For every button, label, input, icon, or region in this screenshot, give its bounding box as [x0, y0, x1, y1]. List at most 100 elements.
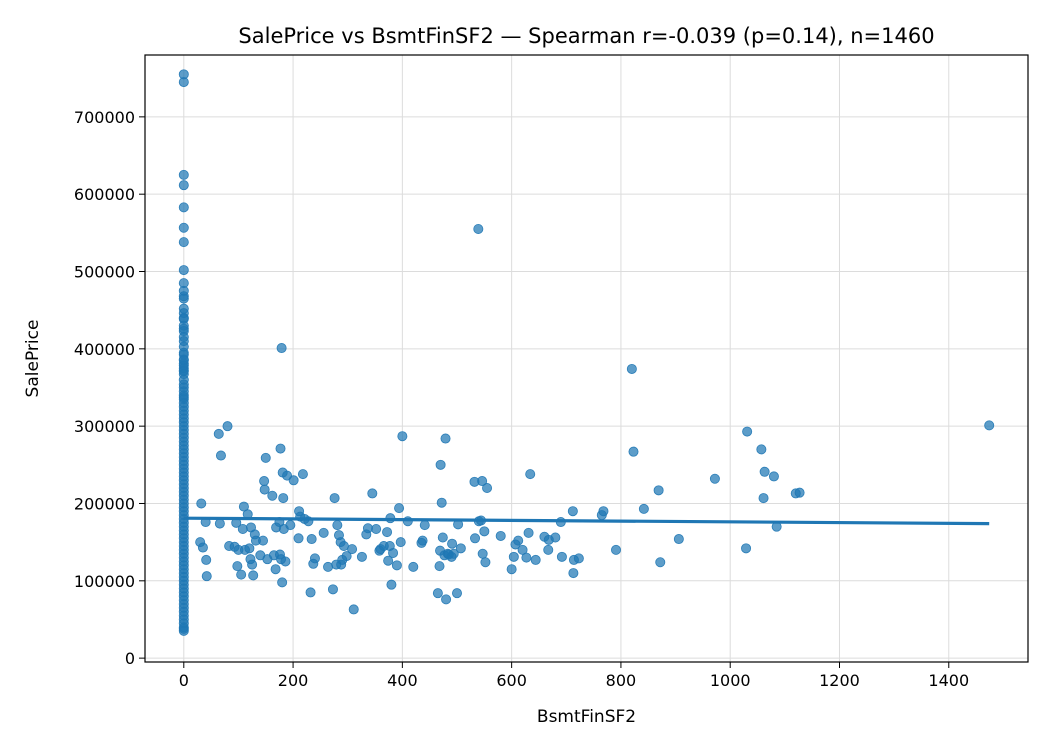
x-tick-label: 200	[278, 671, 309, 690]
scatter-point	[237, 524, 248, 535]
scatter-point	[329, 493, 340, 504]
scatter-point	[318, 527, 329, 538]
scatter-point	[521, 552, 532, 563]
scatter-point	[297, 469, 308, 480]
scatter-point	[598, 506, 609, 517]
scatter-point	[523, 527, 534, 538]
scatter-point	[341, 551, 352, 562]
scatter-point	[260, 452, 271, 463]
y-tick-label: 400000	[74, 340, 135, 359]
plot-frame	[144, 54, 1029, 663]
scatter-point	[248, 570, 259, 581]
scatter-point	[347, 544, 358, 555]
scatter-point	[391, 560, 402, 571]
scatter-point	[348, 604, 359, 615]
scatter-point	[276, 343, 287, 354]
scatter-point	[655, 557, 666, 568]
scatter-point	[437, 532, 448, 543]
scatter-point	[550, 532, 561, 543]
scatter-point	[259, 484, 270, 495]
scatter-point	[768, 471, 779, 482]
x-tick-label: 400	[387, 671, 418, 690]
scatter-point	[382, 527, 393, 538]
grid-lines	[145, 55, 1028, 662]
scatter-point	[626, 363, 637, 374]
scatter-point	[306, 534, 317, 545]
x-tick-label: 600	[496, 671, 527, 690]
scatter-point	[197, 542, 208, 553]
scatter-point	[215, 450, 226, 461]
scatter-point	[277, 577, 288, 588]
x-axis-ticks: 0 200 400 600 800 1000 1200 1400	[179, 662, 969, 690]
y-tick-label: 300000	[74, 417, 135, 436]
trend-line	[183, 516, 990, 526]
scatter-point	[309, 553, 320, 564]
scatter-point	[178, 625, 189, 636]
y-tick-label: 0	[125, 649, 135, 668]
x-tick-label: 0	[179, 671, 189, 690]
scatter-point	[432, 588, 443, 599]
scatter-point	[356, 551, 367, 562]
scatter-point	[758, 493, 769, 504]
scatter-point	[201, 571, 212, 582]
trend-line-layer	[183, 516, 990, 526]
scatter-point	[447, 538, 458, 549]
scatter-point	[280, 556, 291, 567]
scatter-point	[756, 444, 767, 455]
scatter-point	[436, 497, 447, 508]
scatter-point	[742, 426, 753, 437]
scatter-point	[709, 473, 720, 484]
scatter-point	[543, 544, 554, 555]
scatter-point	[506, 564, 517, 575]
x-tick-label: 1200	[819, 671, 860, 690]
scatter-point	[383, 555, 394, 566]
scatter-point	[236, 569, 247, 580]
scatter-point	[480, 557, 491, 568]
scatter-point	[638, 503, 649, 514]
x-tick-label: 800	[606, 671, 637, 690]
scatter-point	[455, 543, 466, 554]
y-tick-label: 500000	[74, 263, 135, 282]
scatter-point	[259, 476, 270, 487]
scatter-point	[530, 554, 541, 565]
scatter-point	[293, 533, 304, 544]
scatter-point	[394, 503, 405, 514]
scatter-point	[408, 561, 419, 572]
scatter-point	[178, 202, 189, 213]
scatter-point	[267, 490, 278, 501]
y-tick-label: 700000	[74, 108, 135, 127]
scatter-point	[759, 466, 770, 477]
scatter-point	[388, 547, 399, 558]
scatter-point	[653, 485, 664, 496]
scatter-point	[178, 265, 189, 276]
y-axis-label: SalePrice	[23, 320, 43, 398]
scatter-point	[397, 431, 408, 442]
scatter-point	[288, 475, 299, 486]
scatter-point	[419, 520, 430, 531]
scatter-point	[270, 564, 281, 575]
scatter-point	[477, 476, 488, 487]
scatter-point	[196, 498, 207, 509]
x-axis-label: BsmtFinSF2	[537, 707, 636, 727]
scatter-point	[508, 551, 519, 562]
scatter-point	[556, 551, 567, 562]
scatter-point	[395, 537, 406, 548]
y-tick-label: 200000	[74, 494, 135, 513]
scatter-point	[741, 543, 752, 554]
scatter-point	[323, 561, 334, 572]
scatter-point	[470, 533, 481, 544]
chart-title: SalePrice vs BsmtFinSF2 — Spearman r=-0.…	[238, 24, 934, 48]
scatter-point	[477, 548, 488, 559]
scatter-point	[479, 526, 490, 537]
scatter-point	[367, 488, 378, 499]
y-tick-label: 600000	[74, 185, 135, 204]
scatter-point	[232, 561, 243, 572]
scatter-point	[435, 459, 446, 470]
scatter-point	[567, 506, 578, 517]
scatter-point	[213, 428, 224, 439]
y-tick-label: 100000	[74, 572, 135, 591]
scatter-point	[417, 535, 428, 546]
x-tick-label: 1000	[710, 671, 751, 690]
